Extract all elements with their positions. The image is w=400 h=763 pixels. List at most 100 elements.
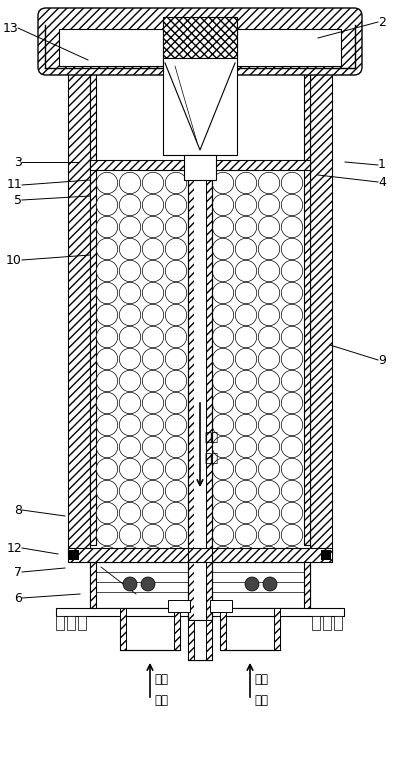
Circle shape bbox=[165, 436, 187, 458]
Bar bbox=[168, 600, 190, 612]
Circle shape bbox=[212, 172, 234, 194]
Circle shape bbox=[281, 392, 303, 414]
Text: 进气
方向: 进气 方向 bbox=[254, 673, 268, 707]
Circle shape bbox=[281, 238, 303, 259]
Circle shape bbox=[96, 459, 118, 480]
Circle shape bbox=[119, 304, 141, 326]
Bar bbox=[90, 562, 310, 608]
Circle shape bbox=[235, 459, 257, 480]
Circle shape bbox=[212, 260, 234, 282]
Circle shape bbox=[235, 238, 257, 259]
Circle shape bbox=[235, 172, 257, 194]
Circle shape bbox=[165, 480, 187, 502]
Bar bbox=[90, 60, 310, 555]
Circle shape bbox=[123, 577, 137, 591]
Bar bbox=[174, 608, 180, 650]
Circle shape bbox=[119, 348, 141, 370]
Circle shape bbox=[142, 370, 164, 391]
Circle shape bbox=[235, 327, 257, 348]
Circle shape bbox=[281, 480, 303, 502]
Circle shape bbox=[212, 304, 234, 326]
Circle shape bbox=[258, 282, 280, 304]
Bar bbox=[59, 29, 163, 66]
Circle shape bbox=[258, 216, 280, 238]
Circle shape bbox=[258, 172, 280, 194]
Text: 2: 2 bbox=[378, 15, 386, 28]
Circle shape bbox=[119, 459, 141, 480]
Circle shape bbox=[235, 480, 257, 502]
Circle shape bbox=[119, 370, 141, 391]
Circle shape bbox=[96, 546, 118, 568]
Circle shape bbox=[142, 327, 164, 348]
Circle shape bbox=[142, 480, 164, 502]
Circle shape bbox=[281, 172, 303, 194]
Circle shape bbox=[235, 370, 257, 391]
Bar bbox=[120, 608, 180, 650]
Circle shape bbox=[119, 327, 141, 348]
Circle shape bbox=[258, 524, 280, 546]
Circle shape bbox=[258, 195, 280, 216]
Circle shape bbox=[258, 238, 280, 259]
Circle shape bbox=[119, 216, 141, 238]
Circle shape bbox=[96, 195, 118, 216]
Circle shape bbox=[258, 370, 280, 391]
Bar bbox=[68, 60, 90, 555]
Circle shape bbox=[235, 546, 257, 568]
Text: 6: 6 bbox=[14, 591, 22, 604]
Circle shape bbox=[281, 260, 303, 282]
Circle shape bbox=[165, 238, 187, 259]
Circle shape bbox=[165, 216, 187, 238]
Text: 13: 13 bbox=[2, 21, 18, 34]
Bar bbox=[188, 620, 194, 660]
Circle shape bbox=[212, 327, 234, 348]
Circle shape bbox=[212, 282, 234, 304]
Circle shape bbox=[212, 502, 234, 523]
Circle shape bbox=[142, 282, 164, 304]
Bar bbox=[210, 600, 232, 612]
Circle shape bbox=[281, 546, 303, 568]
Bar bbox=[90, 60, 96, 545]
Circle shape bbox=[235, 392, 257, 414]
Bar bbox=[67, 616, 75, 630]
Bar bbox=[45, 27, 355, 68]
Circle shape bbox=[235, 304, 257, 326]
Bar bbox=[78, 616, 86, 630]
Circle shape bbox=[165, 327, 187, 348]
Circle shape bbox=[96, 348, 118, 370]
Circle shape bbox=[235, 436, 257, 458]
Circle shape bbox=[281, 370, 303, 391]
Bar bbox=[188, 620, 212, 660]
Circle shape bbox=[212, 459, 234, 480]
Circle shape bbox=[96, 260, 118, 282]
Circle shape bbox=[96, 436, 118, 458]
Circle shape bbox=[235, 195, 257, 216]
Circle shape bbox=[165, 524, 187, 546]
Text: 进气
方向: 进气 方向 bbox=[154, 673, 168, 707]
Circle shape bbox=[281, 195, 303, 216]
Circle shape bbox=[119, 502, 141, 523]
Circle shape bbox=[119, 195, 141, 216]
Bar bbox=[334, 616, 342, 630]
Text: 7: 7 bbox=[14, 565, 22, 578]
Circle shape bbox=[258, 392, 280, 414]
Circle shape bbox=[119, 282, 141, 304]
Circle shape bbox=[165, 172, 187, 194]
Bar bbox=[274, 608, 280, 650]
Bar bbox=[59, 29, 341, 58]
Circle shape bbox=[142, 459, 164, 480]
Bar bbox=[220, 608, 226, 650]
Circle shape bbox=[258, 260, 280, 282]
Circle shape bbox=[119, 480, 141, 502]
Circle shape bbox=[119, 392, 141, 414]
Circle shape bbox=[96, 414, 118, 436]
Circle shape bbox=[96, 524, 118, 546]
Circle shape bbox=[281, 524, 303, 546]
Circle shape bbox=[212, 348, 234, 370]
Circle shape bbox=[258, 480, 280, 502]
Circle shape bbox=[281, 282, 303, 304]
Circle shape bbox=[281, 304, 303, 326]
Circle shape bbox=[258, 546, 280, 568]
Circle shape bbox=[142, 436, 164, 458]
Circle shape bbox=[96, 304, 118, 326]
Bar bbox=[220, 608, 280, 650]
